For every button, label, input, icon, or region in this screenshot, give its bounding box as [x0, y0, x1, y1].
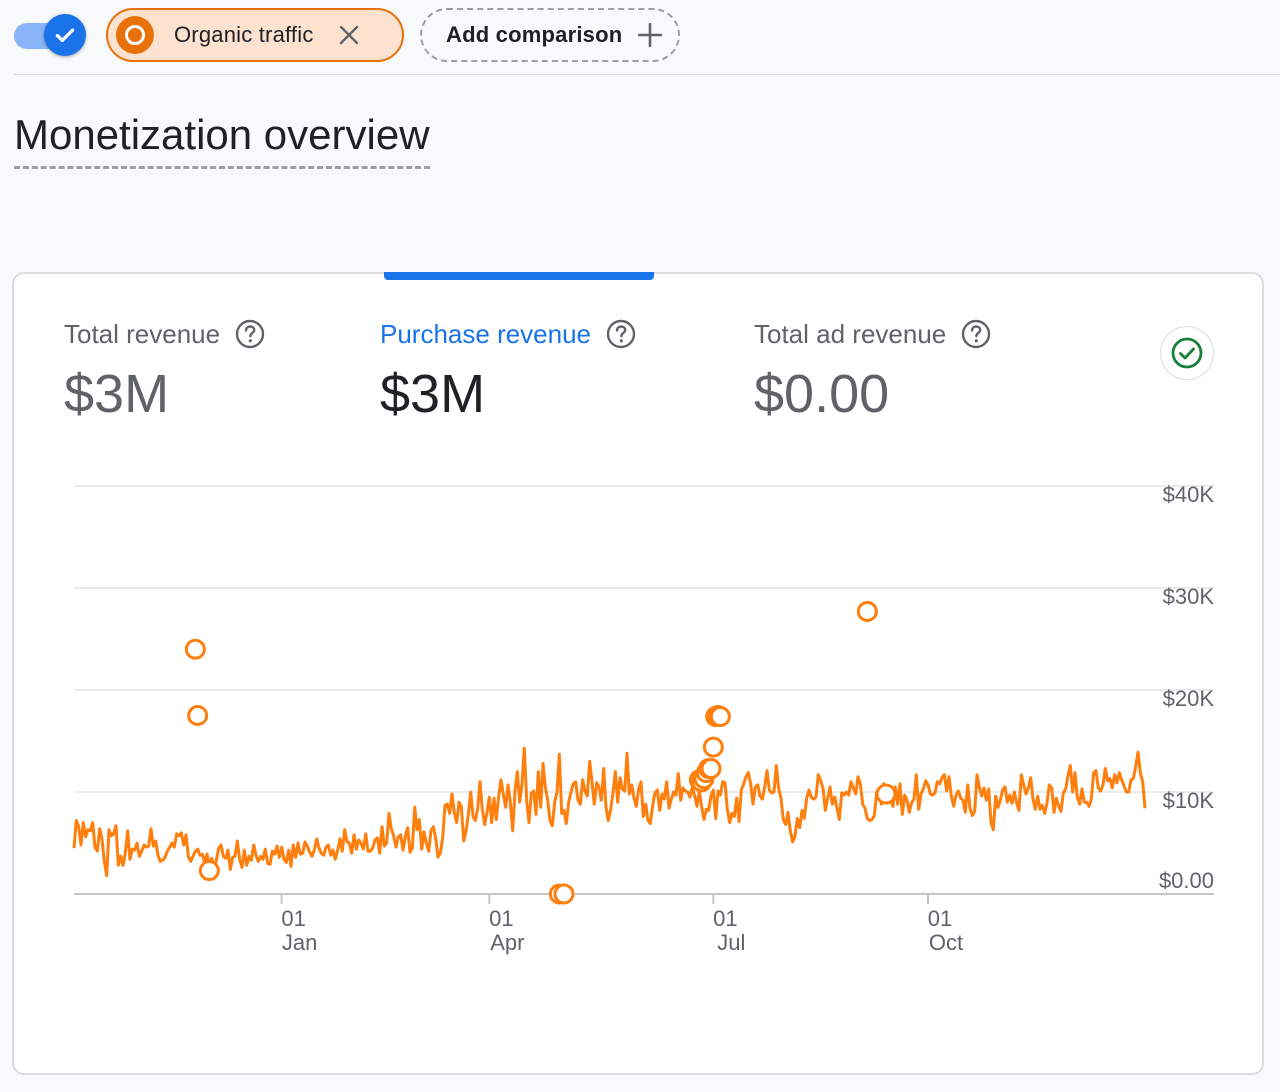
anomaly-marker[interactable] — [875, 783, 897, 805]
x-tick-month: Oct — [929, 930, 963, 955]
data-quality-check-icon[interactable] — [1160, 326, 1214, 380]
check-icon — [55, 28, 75, 43]
anomaly-marker[interactable] — [553, 883, 575, 905]
x-tick-day: 01 — [489, 906, 513, 931]
comparison-bar: Organic traffic Add comparison — [0, 0, 1280, 75]
anomaly-marker[interactable] — [856, 600, 878, 622]
y-tick-label: $40K — [1163, 482, 1215, 507]
anomaly-marker[interactable] — [702, 736, 724, 758]
segment-chip-organic-traffic[interactable]: Organic traffic — [106, 8, 404, 62]
add-comparison-button[interactable]: Add comparison — [420, 8, 680, 62]
segment-chip-label: Organic traffic — [174, 22, 314, 47]
x-tick-day: 01 — [281, 906, 305, 931]
x-tick-month: Apr — [490, 930, 524, 955]
add-comparison-label: Add comparison — [446, 22, 623, 47]
page-title[interactable]: Monetization overview — [14, 108, 430, 169]
help-icon[interactable] — [960, 318, 992, 350]
anomaly-marker[interactable] — [184, 638, 206, 660]
metric-purchase-revenue[interactable]: Purchase revenue $3M — [380, 318, 637, 424]
close-icon[interactable] — [336, 22, 362, 48]
metric-value: $0.00 — [754, 364, 890, 424]
metric-value: $3M — [64, 364, 170, 424]
help-icon[interactable] — [234, 318, 266, 350]
toggle-knob — [44, 14, 86, 56]
comparison-toggle[interactable] — [14, 13, 88, 57]
y-tick-label: $10K — [1163, 788, 1215, 813]
anomaly-marker[interactable] — [187, 705, 209, 726]
metric-value: $3M — [380, 364, 486, 424]
metric-total-revenue[interactable]: Total revenue $3M — [64, 318, 266, 424]
anomaly-marker[interactable] — [709, 706, 731, 728]
y-tick-label: $30K — [1163, 584, 1215, 609]
anomaly-marker[interactable] — [700, 758, 722, 780]
x-tick-month: Jan — [282, 930, 317, 955]
metric-total-ad-revenue[interactable]: Total ad revenue $0.00 — [754, 318, 992, 424]
metric-label: Purchase revenue — [380, 318, 592, 349]
plus-icon — [636, 21, 664, 49]
metric-label: Total revenue — [64, 318, 221, 349]
revenue-line-chart: $0.00$10K$20K$30K$40K 01Jan01Apr01Jul01O… — [72, 482, 1215, 955]
x-tick-day: 01 — [713, 906, 737, 931]
x-tick-day: 01 — [928, 906, 952, 931]
series-line-organic-traffic — [72, 746, 1147, 878]
help-icon[interactable] — [605, 318, 637, 350]
segment-color-dot — [116, 16, 154, 54]
y-tick-label: $0.00 — [1159, 868, 1214, 893]
x-tick-month: Jul — [717, 930, 745, 955]
topbar-divider — [14, 74, 1280, 75]
monetization-card: Total revenue $3M Purchase revenue $3M T… — [12, 272, 1264, 1075]
selected-metric-indicator — [384, 272, 654, 280]
metric-label: Total ad revenue — [754, 318, 947, 349]
y-tick-label: $20K — [1163, 686, 1215, 711]
anomaly-marker[interactable] — [198, 860, 220, 882]
